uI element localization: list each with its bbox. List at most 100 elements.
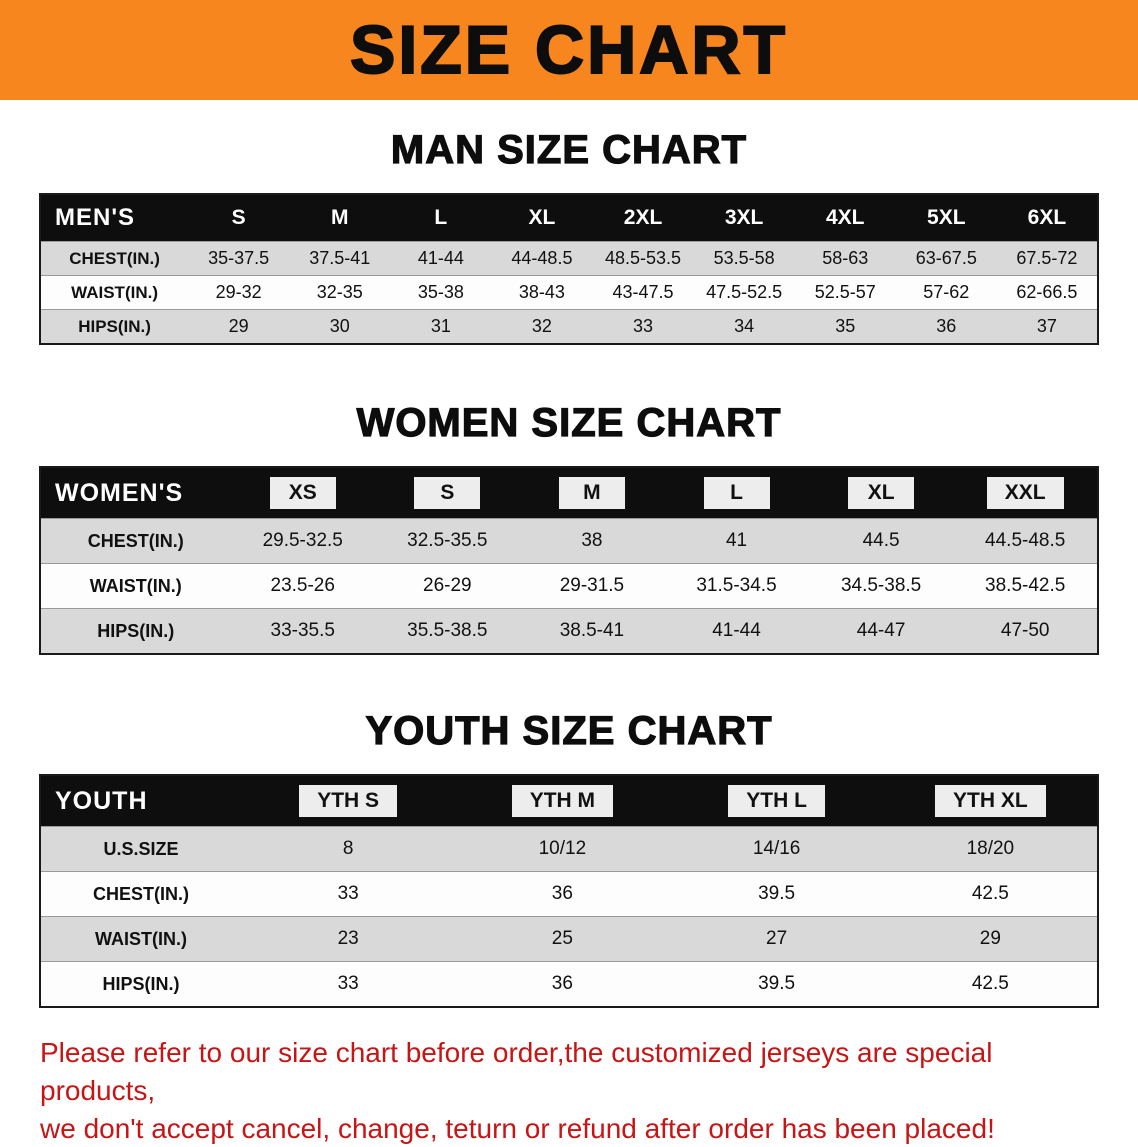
size-label: M [331,206,349,229]
measurement-row: HIPS(IN.) 33 36 39.5 42.5 [40,961,1098,1007]
measurement-value: 44-47 [808,608,954,654]
measurement-value: 34 [693,309,795,344]
measurement-row: CHEST(IN.) 33 36 39.5 42.5 [40,871,1098,917]
size-column-header: S [188,194,289,242]
measurement-row: HIPS(IN.) 33-35.5 35.5-38.5 38.5-41 41-44 44-… [40,608,1098,654]
men-section-heading: MAN SIZE CHART [390,127,748,172]
measurement-value: 33 [241,871,456,917]
size-column-header: YTH M [455,775,669,827]
measurement-value: 32-35 [289,275,391,310]
measurement-value: 31.5-34.5 [664,563,809,609]
measurement-value: 57-62 [895,275,997,310]
size-column-header: 5XL [896,194,997,242]
measurement-value: 35-38 [390,275,492,310]
banner: SIZE CHART [0,0,1138,100]
size-column-header: S [375,467,520,519]
measurement-value: 14/16 [669,826,884,872]
size-column-header: L [664,467,809,519]
size-label: 5XL [927,206,966,229]
table-title-cell: MEN'S [55,204,136,231]
measurement-value: 29 [188,309,290,344]
size-column-header: 4XL [795,194,896,242]
measurement-row-label: CHEST(IN.) [40,518,231,564]
size-label: 3XL [724,206,764,229]
measurement-value: 44-48.5 [491,241,593,276]
youth-size-table: YOUTH YTH S YTH M YTH L YTH XL U.S.SIZE 8 10/12… [39,774,1099,1008]
women-section: WOMEN SIZE CHART WOMEN'S XS S M L XL XXL CHEST(… [0,400,1138,655]
measurement-value: 30 [289,309,391,344]
measurement-value: 44.5-48.5 [953,518,1098,564]
measurement-row-label: HIPS(IN.) [40,608,231,654]
measurement-value: 32 [491,309,593,344]
measurement-value: 67.5-72 [996,241,1098,276]
measurement-row-label: U.S.SIZE [40,826,242,872]
measurement-value: 42.5 [883,871,1098,917]
measurement-value: 41-44 [664,608,809,654]
measurement-value: 10/12 [455,826,670,872]
measurement-value: 27 [669,916,884,962]
measurement-value: 34.5-38.5 [808,563,954,609]
size-column-header: XL [809,467,954,519]
measurement-value: 38 [519,518,665,564]
measurement-value: 29 [883,916,1098,962]
size-column-header: YTH S [241,775,455,827]
measurement-value: 58-63 [794,241,896,276]
size-label: 2XL [623,206,663,229]
measurement-value: 39.5 [669,871,884,917]
measurement-value: 47-50 [953,608,1098,654]
size-label: L [703,477,770,509]
size-column-header: L [390,194,491,242]
measurement-value: 23 [241,916,456,962]
size-label: XL [848,477,915,509]
size-label: YTH M [511,785,614,817]
size-column-header: XXL [953,467,1098,519]
measurement-row: WAIST(IN.) 23.5-26 26-29 29-31.5 31.5-34.5 34… [40,563,1098,609]
measurement-value: 62-66.5 [996,275,1098,310]
size-label: XXL [986,477,1064,509]
measurement-value: 33-35.5 [230,608,376,654]
size-column-header: XL [491,194,592,242]
measurement-value: 33 [241,961,456,1007]
measurement-value: 37 [996,309,1098,344]
size-column-header: YTH XL [884,775,1098,827]
size-label: 6XL [1027,206,1067,229]
women-section-heading: WOMEN SIZE CHART [356,400,782,445]
page-title: SIZE CHART [349,11,788,89]
measurement-value: 33 [592,309,694,344]
measurement-row-label: HIPS(IN.) [40,961,242,1007]
disclaimer-line-2: we don't accept cancel, change, teturn o… [40,1112,995,1144]
measurement-value: 29-32 [188,275,290,310]
measurement-value: 41-44 [390,241,492,276]
measurement-value: 48.5-53.5 [592,241,694,276]
size-label: S [414,477,481,509]
measurement-value: 44.5 [808,518,954,564]
size-label: M [558,477,625,509]
measurement-value: 53.5-58 [693,241,795,276]
measurement-row: HIPS(IN.) 29 30 31 32 33 34 35 36 37 [40,309,1098,344]
measurement-row-label: CHEST(IN.) [40,871,242,917]
size-label: YTH L [728,785,825,817]
measurement-value: 47.5-52.5 [693,275,795,310]
size-column-header: 6XL [997,194,1098,242]
measurement-value: 35-37.5 [188,241,290,276]
measurement-value: 23.5-26 [230,563,376,609]
measurement-value: 41 [664,518,809,564]
measurement-value: 37.5-41 [289,241,391,276]
measurement-value: 52.5-57 [794,275,896,310]
measurement-value: 63-67.5 [895,241,997,276]
measurement-value: 42.5 [883,961,1098,1007]
measurement-row: U.S.SIZE 8 10/12 14/16 18/20 [40,826,1098,872]
size-column-header: M [520,467,665,519]
table-title-cell: YOUTH [55,786,148,815]
measurement-value: 39.5 [669,961,884,1007]
measurement-row: WAIST(IN.) 29-32 32-35 35-38 38-43 43-47.5 47.… [40,275,1098,310]
men-size-table: MEN'S S M L XL 2XL 3XL 4XL 5XL 6XL CHEST(IN.) 35-37… [39,193,1099,345]
measurement-row-label: WAIST(IN.) [40,916,242,962]
measurement-value: 31 [390,309,492,344]
measurement-value: 35 [794,309,896,344]
size-label: 4XL [825,206,865,229]
size-label: YTH XL [935,785,1046,817]
measurement-value: 35.5-38.5 [375,608,520,654]
youth-section-heading: YOUTH SIZE CHART [365,708,773,753]
